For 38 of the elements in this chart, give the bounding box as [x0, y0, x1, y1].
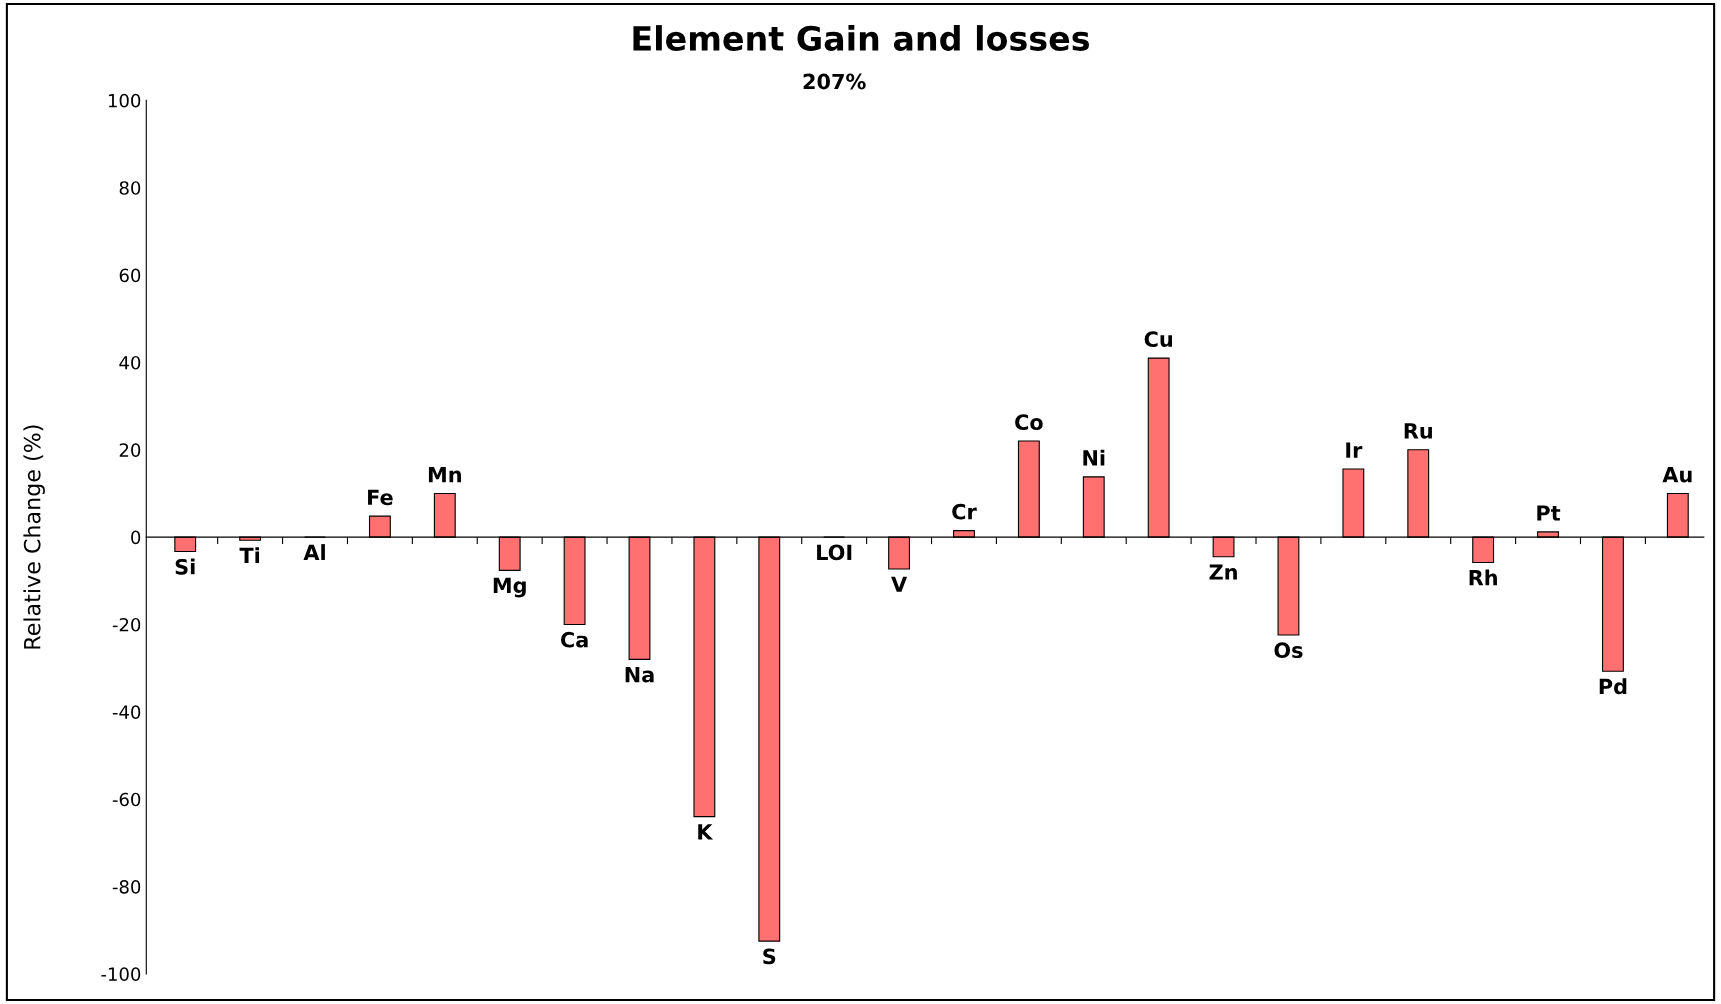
y-tick-label: 60: [119, 268, 141, 283]
x-tick-label: Co: [1015, 414, 1043, 431]
x-tick-label: K: [698, 824, 714, 840]
x-tick-label: Au: [1662, 466, 1692, 483]
y-tick-label: 100: [108, 93, 141, 108]
y-tick-label: -40: [112, 705, 141, 719]
x-tick-label: Fe: [368, 489, 393, 506]
x-tick-label: Ru: [1404, 423, 1432, 439]
x-tick-label: Rh: [1469, 569, 1497, 586]
y-tick-label: 80: [119, 181, 141, 195]
x-tick-label: Pt: [1537, 505, 1561, 521]
text: 207%: [803, 73, 866, 90]
chart-title: Element Gain and losses: [633, 25, 1090, 51]
x-tick-label: Mn: [428, 466, 461, 483]
y-tick-label: -60: [112, 792, 141, 807]
x-tick-label: Cr: [952, 503, 977, 520]
x-tick-label: Pd: [1599, 678, 1627, 695]
y-tick-label: 0: [131, 530, 141, 545]
y-tick-label: 20: [119, 443, 141, 457]
x-tick-label: Zn: [1209, 564, 1237, 580]
x-tick-label: Ca: [560, 631, 588, 648]
x-tick-label: LOI: [817, 544, 852, 561]
y-axis-title: Relative Change (%): [23, 425, 45, 649]
x-tick-label: V: [891, 576, 908, 592]
y-tick-label: -100: [101, 967, 141, 981]
x-tick-label: Ir: [1346, 442, 1363, 458]
x-tick-label: Si: [175, 558, 195, 575]
y-tick-label: -80: [112, 879, 141, 894]
x-tick-label: Os: [1274, 642, 1303, 659]
x-tick-label: S: [763, 948, 776, 965]
y-tick-label: -20: [112, 617, 141, 632]
x-tick-label: Al: [303, 544, 325, 560]
x-tick-label: Ti: [239, 547, 260, 564]
x-tick-label: Cu: [1144, 331, 1172, 348]
x-tick-label: Ni: [1083, 449, 1105, 466]
x-tick-label: Mg: [493, 577, 526, 598]
y-tick-label: 40: [119, 355, 141, 370]
x-tick-label: Na: [625, 667, 654, 683]
